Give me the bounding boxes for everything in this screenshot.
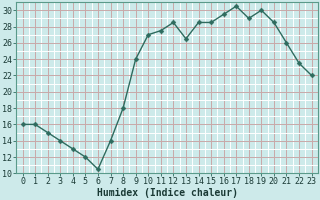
X-axis label: Humidex (Indice chaleur): Humidex (Indice chaleur) — [97, 188, 237, 198]
